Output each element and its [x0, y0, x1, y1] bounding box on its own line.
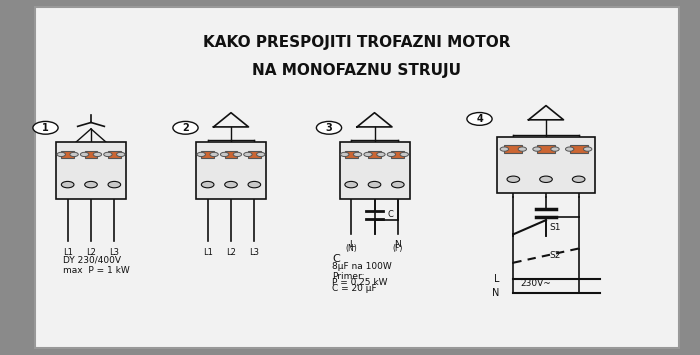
Circle shape: [70, 152, 78, 157]
Circle shape: [573, 176, 585, 182]
Text: 8μF na 100W: 8μF na 100W: [332, 262, 392, 271]
Bar: [340, 142, 410, 199]
Circle shape: [500, 147, 508, 151]
Bar: [56, 142, 126, 199]
Circle shape: [173, 121, 198, 134]
Text: Primer:: Primer:: [332, 272, 365, 280]
Text: L3: L3: [109, 248, 119, 257]
Text: N: N: [492, 288, 499, 298]
Circle shape: [551, 147, 559, 151]
Circle shape: [33, 121, 58, 134]
Circle shape: [62, 181, 74, 188]
Circle shape: [85, 181, 97, 188]
Text: N: N: [395, 240, 401, 248]
Text: DY 230/400V: DY 230/400V: [63, 256, 121, 264]
Text: C = 20 μF: C = 20 μF: [332, 284, 377, 293]
Text: L2: L2: [86, 248, 96, 257]
Bar: [62, 151, 74, 158]
Circle shape: [80, 152, 89, 157]
Bar: [225, 151, 237, 158]
Circle shape: [387, 152, 395, 157]
Circle shape: [316, 121, 342, 134]
Circle shape: [93, 152, 102, 157]
Circle shape: [467, 113, 492, 125]
Circle shape: [354, 152, 362, 157]
Text: S2: S2: [550, 251, 561, 260]
Circle shape: [377, 152, 385, 157]
Circle shape: [400, 152, 409, 157]
Circle shape: [583, 147, 592, 151]
Text: 2: 2: [182, 123, 189, 133]
Text: S1: S1: [550, 223, 561, 232]
Circle shape: [391, 181, 404, 188]
Circle shape: [104, 152, 112, 157]
Bar: [497, 137, 595, 193]
Bar: [368, 151, 381, 158]
Bar: [504, 145, 522, 153]
Circle shape: [210, 152, 218, 157]
Circle shape: [341, 152, 349, 157]
Text: (N): (N): [345, 244, 357, 253]
Bar: [391, 151, 405, 158]
Circle shape: [540, 176, 552, 182]
Text: L: L: [349, 240, 354, 248]
Bar: [345, 151, 358, 158]
Text: L: L: [494, 274, 499, 284]
Circle shape: [244, 152, 252, 157]
Circle shape: [225, 181, 237, 188]
Circle shape: [116, 152, 125, 157]
Circle shape: [566, 147, 574, 151]
Text: L3: L3: [249, 248, 259, 257]
Bar: [202, 151, 214, 158]
Text: L1: L1: [203, 248, 213, 257]
Circle shape: [57, 152, 65, 157]
Bar: [85, 151, 97, 158]
Text: KAKO PRESPOJITI TROFAZNI MOTOR: KAKO PRESPOJITI TROFAZNI MOTOR: [203, 35, 511, 50]
Bar: [196, 142, 266, 199]
Circle shape: [197, 152, 206, 157]
Text: NA MONOFAZNU STRUJU: NA MONOFAZNU STRUJU: [253, 64, 461, 78]
Circle shape: [368, 181, 381, 188]
Text: L1: L1: [63, 248, 73, 257]
Text: (F): (F): [393, 244, 403, 253]
Circle shape: [364, 152, 372, 157]
Circle shape: [248, 181, 260, 188]
Text: C: C: [387, 210, 393, 219]
Text: 4: 4: [476, 114, 483, 124]
Circle shape: [220, 152, 229, 157]
Circle shape: [533, 147, 541, 151]
Bar: [108, 151, 121, 158]
Circle shape: [345, 181, 358, 188]
Text: max  P = 1 kW: max P = 1 kW: [63, 266, 130, 275]
Text: 3: 3: [326, 123, 332, 133]
Circle shape: [108, 181, 120, 188]
Text: C: C: [332, 254, 340, 264]
Bar: [248, 151, 260, 158]
Text: 1: 1: [42, 123, 49, 133]
Text: P = 0,25 kW: P = 0,25 kW: [332, 278, 388, 287]
Circle shape: [507, 176, 519, 182]
Circle shape: [233, 152, 242, 157]
Circle shape: [202, 181, 214, 188]
Text: 230V~: 230V~: [520, 279, 551, 289]
Bar: [570, 145, 587, 153]
Circle shape: [256, 152, 265, 157]
Bar: [537, 145, 555, 153]
Text: L2: L2: [226, 248, 236, 257]
Circle shape: [518, 147, 526, 151]
